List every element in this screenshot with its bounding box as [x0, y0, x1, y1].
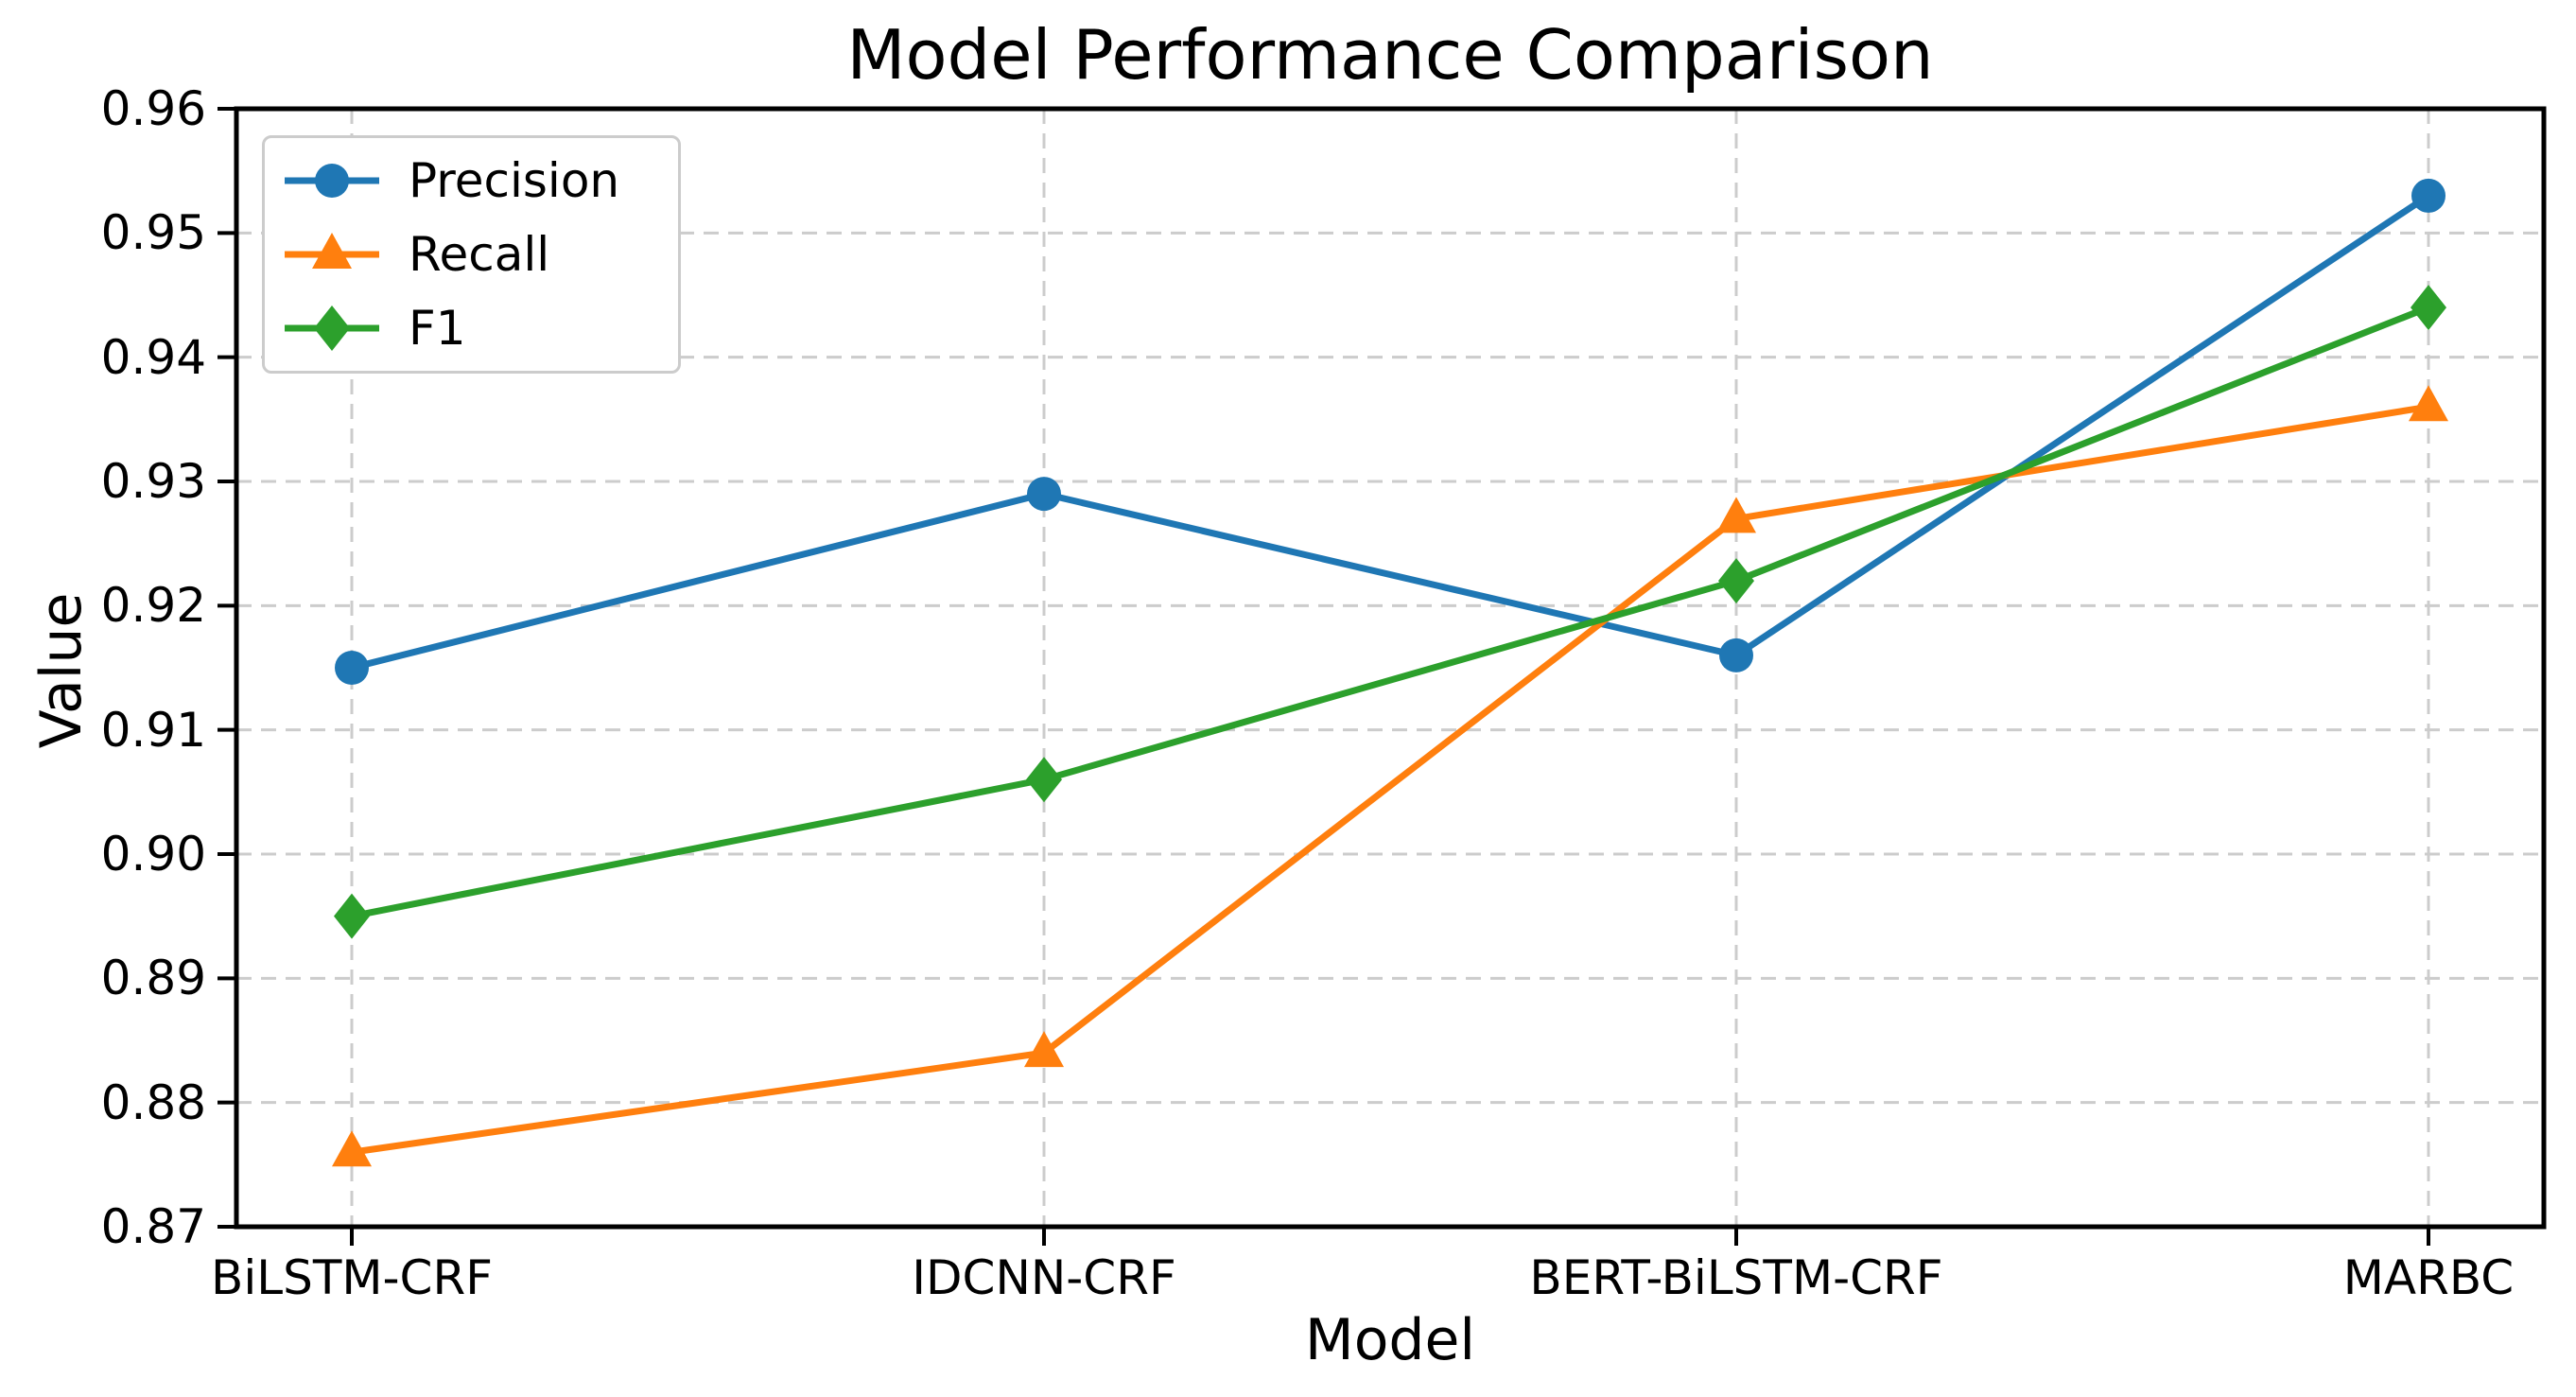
x-axis-tick-label: BiLSTM-CRF	[211, 1250, 493, 1305]
x-axis-tick-label: MARBC	[2342, 1250, 2515, 1305]
series-line-recall	[348, 403, 2432, 1156]
data-point-marker	[312, 233, 352, 269]
legend-item-precision: Precision	[265, 144, 678, 218]
y-axis-tick-label: 0.93	[100, 454, 206, 509]
legend-handle	[285, 233, 379, 269]
y-axis-tick-label: 0.96	[100, 81, 206, 136]
legend-label: Recall	[409, 227, 550, 282]
data-point-marker	[1718, 558, 1754, 604]
y-axis-tick-label: 0.94	[100, 329, 206, 385]
data-point-marker	[1024, 1031, 1064, 1068]
data-point-marker	[1027, 477, 1061, 512]
y-axis-tick-label: 0.92	[100, 578, 206, 634]
data-point-marker	[1026, 757, 1062, 803]
data-point-marker	[335, 651, 369, 685]
data-point-marker	[2409, 385, 2448, 422]
legend: Precision Recall F1	[262, 135, 681, 374]
series-line-f1	[348, 304, 2432, 920]
plot-border	[234, 106, 2547, 1230]
y-axis-tick-label: 0.89	[100, 951, 206, 1006]
x-axis-tick-label: BERT-BiLSTM-CRF	[1529, 1250, 1943, 1305]
y-axis-tick-label: 0.87	[100, 1199, 206, 1254]
data-point-marker	[332, 1130, 372, 1167]
data-point-marker	[2411, 178, 2445, 213]
y-axis-tick-label: 0.88	[100, 1074, 206, 1130]
legend-handle	[285, 306, 379, 351]
series-line-precision	[348, 192, 2432, 672]
x-axis-tick-label: IDCNN-CRF	[912, 1250, 1176, 1305]
data-point-marker	[1716, 497, 1756, 533]
data-point-marker	[314, 306, 350, 351]
y-axis-tick-label: 0.90	[100, 827, 206, 882]
chart-title: Model Performance Comparison	[846, 15, 1934, 95]
data-point-marker	[1719, 637, 1753, 672]
legend-label: Precision	[409, 153, 620, 208]
data-point-marker	[334, 893, 370, 939]
legend-label: F1	[409, 301, 466, 356]
legend-item-f1: F1	[265, 291, 678, 365]
y-axis-tick-label: 0.95	[100, 205, 206, 261]
legend-handle	[285, 164, 379, 198]
data-point-marker	[315, 164, 349, 198]
x-axis-label: Model	[1304, 1307, 1476, 1373]
y-axis-label: Value	[28, 592, 95, 749]
y-axis-tick-label: 0.91	[100, 702, 206, 758]
legend-item-recall: Recall	[265, 218, 678, 291]
data-point-marker	[2411, 285, 2446, 331]
